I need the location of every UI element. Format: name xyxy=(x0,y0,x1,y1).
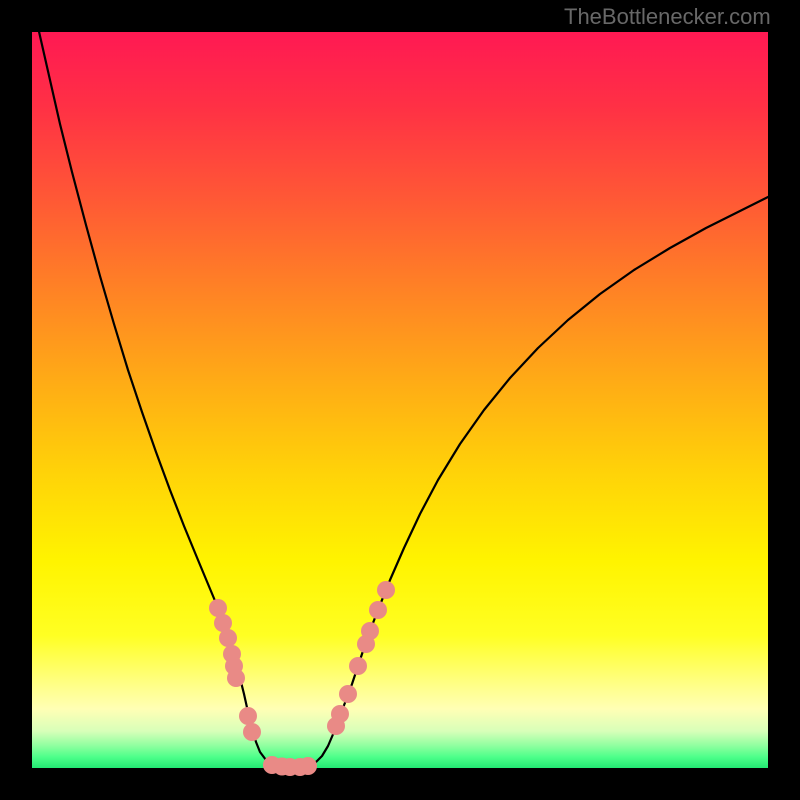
curve-marker xyxy=(349,657,367,675)
curve-marker xyxy=(361,622,379,640)
curve-marker xyxy=(377,581,395,599)
marker-group xyxy=(209,581,395,776)
curve-marker xyxy=(299,757,317,775)
curve-marker xyxy=(369,601,387,619)
curve-marker xyxy=(331,705,349,723)
curve-marker xyxy=(219,629,237,647)
watermark-text: TheBottlenecker.com xyxy=(564,4,771,30)
overlay-svg xyxy=(0,0,800,800)
curve-marker xyxy=(243,723,261,741)
curve-marker xyxy=(227,669,245,687)
chart-container: TheBottlenecker.com xyxy=(0,0,800,800)
curve-marker xyxy=(239,707,257,725)
bottleneck-curve xyxy=(32,0,800,767)
curve-marker xyxy=(339,685,357,703)
